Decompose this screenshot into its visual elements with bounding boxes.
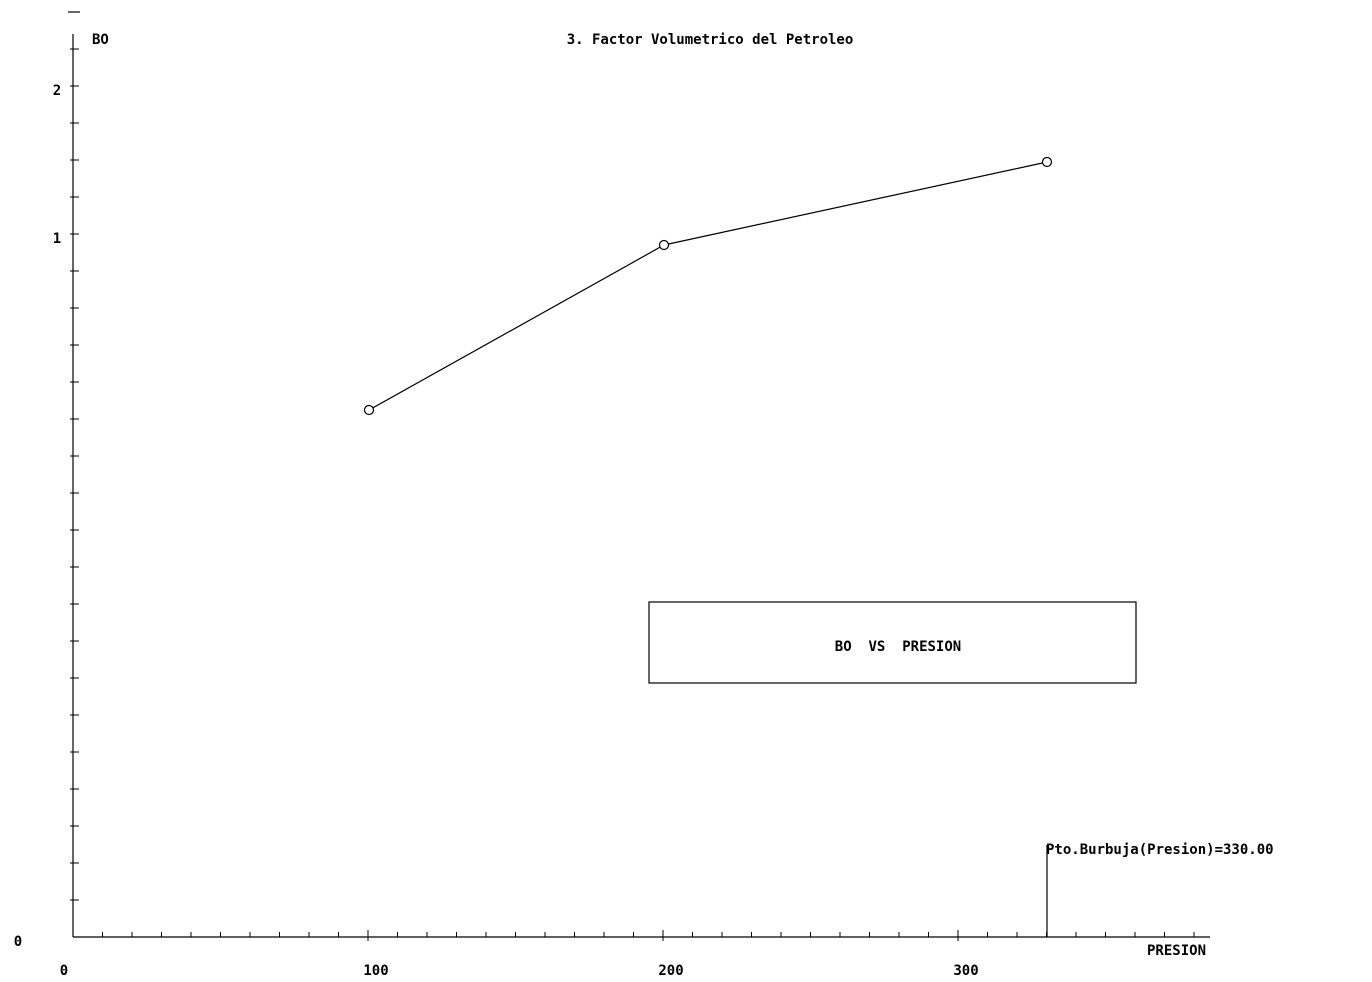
x-tick-label: 300 <box>953 963 978 979</box>
series <box>363 156 1053 416</box>
y-tick-label: 2 <box>53 83 61 99</box>
x-minor-ticks <box>102 930 1195 941</box>
series-line <box>368 161 1048 411</box>
data-point <box>1041 156 1053 168</box>
tick-labels: 0 100 200 300 0 1 2 <box>14 83 979 979</box>
x-axis-label: PRESION <box>1147 943 1206 959</box>
y-axis-label: BO <box>92 32 109 48</box>
bubble-point-label: Pto.Burbuja(Presion)=330.00 <box>1046 842 1274 858</box>
data-point <box>658 239 670 251</box>
x-tick-label: 200 <box>658 963 683 979</box>
chart-title: 3. Factor Volumetrico del Petroleo <box>567 32 854 48</box>
y-minor-ticks <box>70 48 79 901</box>
axes <box>68 11 1210 938</box>
data-point <box>363 404 375 416</box>
x-tick-label: 100 <box>363 963 388 979</box>
x-tick-label: 0 <box>60 963 68 979</box>
y-tick-label: 0 <box>14 934 22 950</box>
y-tick-label: 1 <box>53 231 61 247</box>
legend-box <box>648 601 1137 684</box>
legend-text: BO VS PRESION <box>835 639 961 655</box>
